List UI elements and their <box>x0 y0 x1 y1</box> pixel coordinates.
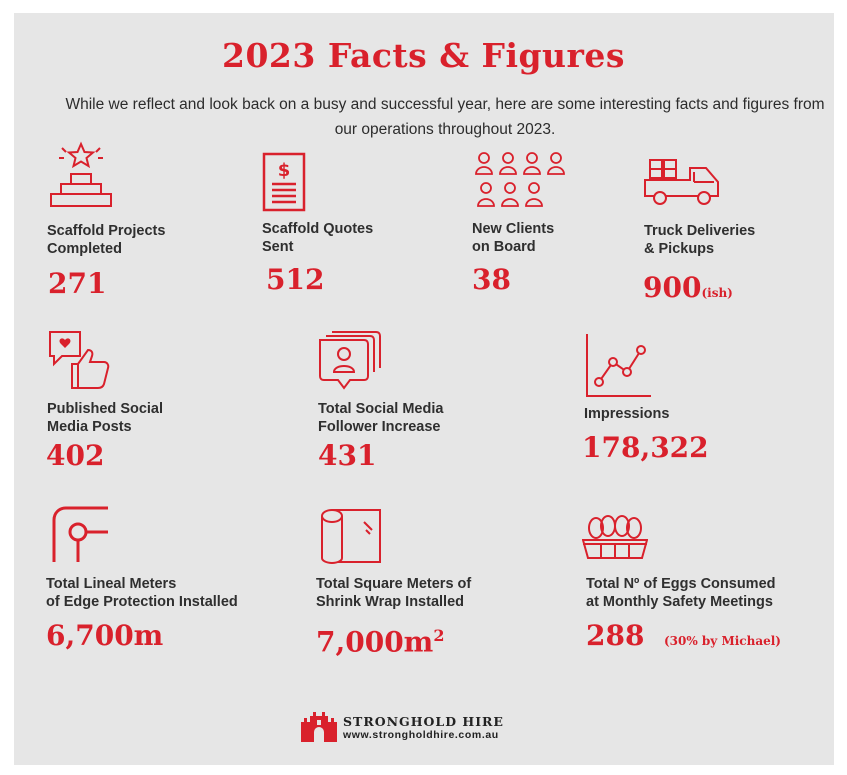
intro-text: While we reflect and look back on a busy… <box>65 96 825 138</box>
castle-logo-icon <box>300 712 338 747</box>
podium-star-icon <box>50 140 112 208</box>
stat-label: Total Social Media Follower Increase <box>318 401 444 435</box>
stat-label: Impressions <box>584 406 670 422</box>
stat-value: 431 <box>318 439 377 472</box>
egg-carton-icon <box>582 514 648 560</box>
stat-value: 271 <box>48 267 107 300</box>
stat-value: 7,000m2 <box>316 625 445 659</box>
stat-label: Published Social Media Posts <box>47 401 164 435</box>
stat-value: 38 <box>472 263 511 296</box>
svg-text:$: $ <box>278 160 291 181</box>
stat-label: Scaffold Projects Completed <box>47 223 166 257</box>
stat-label: Total Lineal Meters of Edge Protection In… <box>46 576 238 610</box>
stat-label: Scaffold Quotes Sent <box>262 221 374 255</box>
stat-value: 178,322 <box>582 431 709 464</box>
brand-name: STRONGHOLD HIRE <box>343 714 504 729</box>
line-graph-icon <box>585 334 651 398</box>
stat-value: 288 (30% by Michael) <box>586 619 781 652</box>
stat-label: Total Square Meters of Shrink Wrap Instal… <box>316 576 472 610</box>
stat-label: Total Nº of Eggs Consumed at Monthly Safe… <box>586 576 776 610</box>
page-title: 2023 Facts & Figures <box>221 36 626 75</box>
infographic-panel <box>14 13 834 765</box>
stat-value: 6,700m <box>46 619 164 652</box>
stat-label: New Clients on Board <box>472 221 555 255</box>
people-group-icon <box>474 150 570 212</box>
quote-document-icon: $ <box>262 152 306 212</box>
stat-value: 900(ish) <box>643 271 733 304</box>
shrink-wrap-roll-icon <box>320 508 382 564</box>
social-like-icon <box>48 330 110 390</box>
truck-icon <box>644 158 722 208</box>
stat-value: 402 <box>46 439 105 472</box>
stat-value: 512 <box>266 263 325 296</box>
edge-protection-icon <box>52 506 110 564</box>
website-link[interactable]: www.strongholdhire.com.au <box>343 729 499 741</box>
follower-profile-icon <box>318 330 384 392</box>
stat-label: Truck Deliveries & Pickups <box>644 223 756 257</box>
